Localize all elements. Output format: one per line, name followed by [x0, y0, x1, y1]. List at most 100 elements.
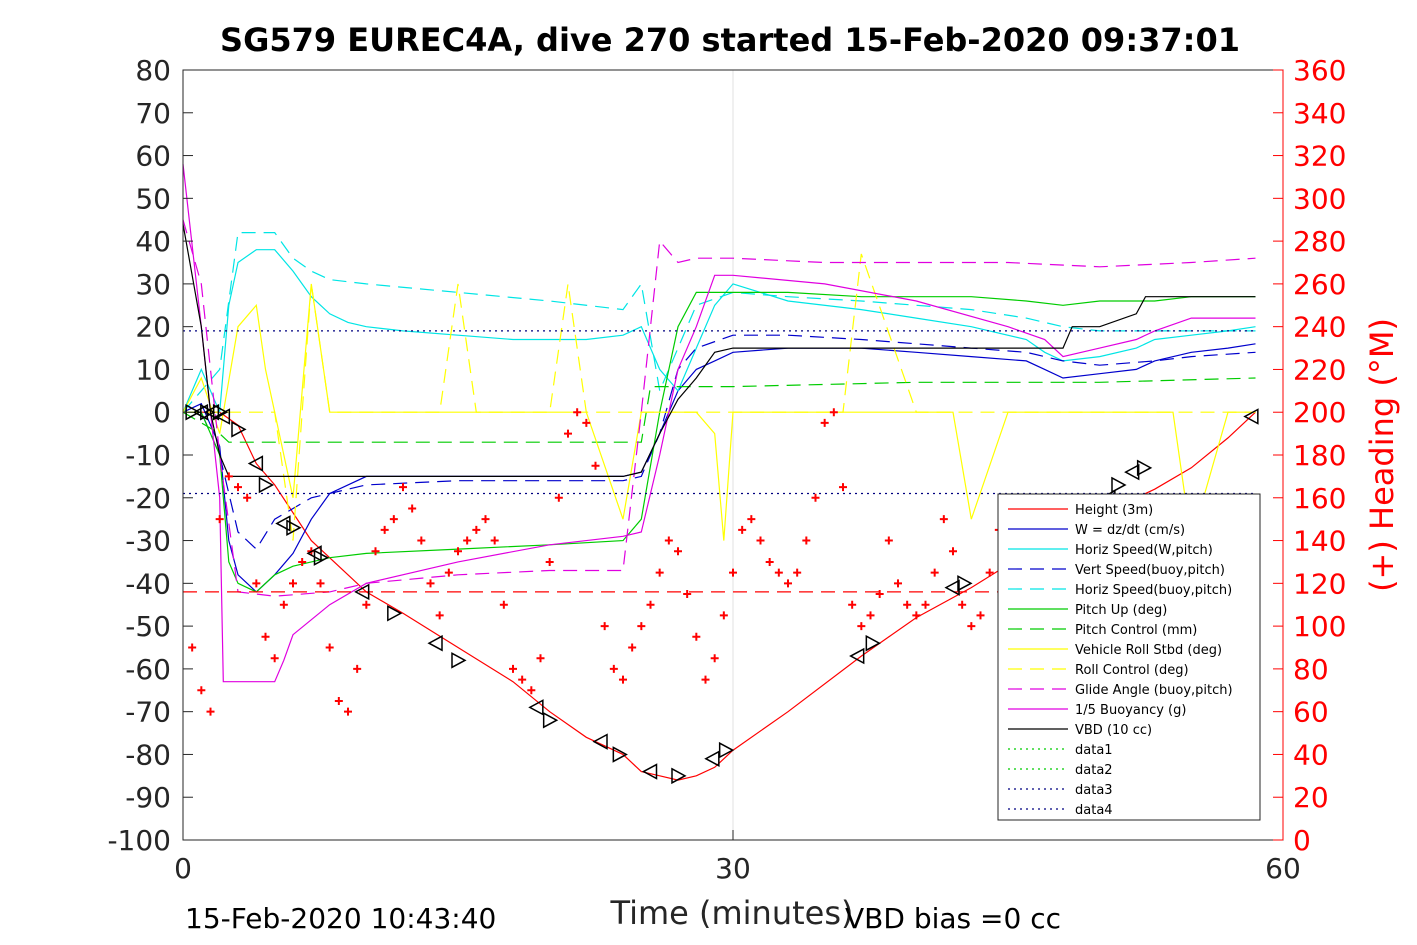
triangle-marker-31: [1124, 463, 1140, 481]
legend-entry-9: Glide Angle (buoy,pitch): [1075, 683, 1233, 698]
heading-marker-45: [600, 622, 609, 631]
heading-marker-87: [985, 568, 994, 577]
heading-marker-67: [802, 536, 811, 545]
y-tick-label-1: 70: [135, 97, 171, 130]
y-right-tick-label-17: 20: [1293, 781, 1329, 814]
heading-marker-20: [371, 547, 380, 556]
heading-marker-82: [939, 515, 948, 524]
heading-marker-3: [215, 515, 224, 524]
heading-marker-61: [747, 515, 756, 524]
legend-entry-0: Height (3m): [1075, 503, 1153, 518]
heading-marker-36: [518, 675, 527, 684]
heading-marker-63: [765, 557, 774, 566]
y-right-tick-label-2: 320: [1293, 140, 1346, 173]
heading-marker-62: [756, 536, 765, 545]
y-tick-label-15: -70: [125, 696, 171, 729]
heading-marker-58: [719, 611, 728, 620]
heading-marker-76: [884, 536, 893, 545]
heading-marker-74: [866, 611, 875, 620]
heading-marker-42: [573, 408, 582, 417]
legend-entry-7: Vehicle Roll Stbd (deg): [1075, 643, 1222, 658]
series-line-2: [182, 249, 1256, 413]
triangle-marker-21: [641, 763, 658, 780]
triangle-marker-32: [1136, 459, 1153, 477]
heading-marker-83: [949, 547, 957, 556]
legend-entry-15: data4: [1075, 803, 1113, 818]
heading-marker-19: [362, 600, 371, 609]
y-right-tick-label-5: 260: [1293, 268, 1346, 301]
axes-ticks: 80706050403020100-10-20-30-40-50-60-70-8…: [107, 54, 1346, 885]
heading-marker-32: [481, 515, 490, 524]
triangle-marker-20: [612, 746, 628, 763]
heading-marker-7: [252, 579, 261, 588]
heading-marker-29: [454, 547, 462, 556]
y-tick-label-2: 60: [135, 140, 171, 173]
heading-marker-78: [903, 600, 912, 609]
triangle-marker-6: [231, 421, 247, 438]
x-tick-label-1: 30: [715, 852, 751, 885]
footer-timestamp: 15-Feb-2020 10:43:40: [185, 902, 496, 935]
y-tick-label-0: 80: [135, 54, 171, 87]
triangle-marker-13: [354, 583, 370, 601]
chart-title: SG579 EUREC4A, dive 270 started 15-Feb-2…: [220, 21, 1240, 59]
legend-entry-6: Pitch Control (mm): [1075, 623, 1197, 638]
triangle-marker-10: [286, 519, 302, 536]
heading-marker-1: [197, 686, 206, 695]
y-right-tick-label-18: 0: [1293, 824, 1311, 857]
heading-marker-44: [591, 461, 600, 470]
heading-marker-56: [701, 675, 710, 684]
y-right-tick-label-7: 220: [1293, 353, 1346, 386]
y-right-tick-label-16: 40: [1293, 738, 1329, 771]
heading-marker-39: [545, 557, 554, 566]
heading-marker-28: [444, 568, 453, 577]
triangle-marker-9: [275, 515, 291, 532]
heading-marker-77: [894, 579, 902, 588]
legend-entry-2: Horiz Speed(W,pitch): [1075, 543, 1213, 558]
triangle-marker-18: [542, 711, 559, 729]
heading-marker-64: [774, 568, 783, 577]
heading-marker-55: [692, 632, 701, 641]
y-right-tick-label-10: 160: [1293, 482, 1346, 515]
heading-marker-37: [527, 686, 536, 695]
heading-marker-50: [646, 600, 655, 609]
triangle-marker-27: [944, 579, 960, 596]
y-tick-label-18: -100: [107, 824, 171, 857]
heading-marker-49: [637, 622, 646, 631]
triangle-marker-33: [1243, 408, 1259, 425]
series-line-5: [183, 291, 1256, 593]
y-tick-label-3: 50: [135, 182, 171, 215]
y-tick-label-13: -50: [125, 610, 171, 643]
heading-marker-40: [554, 493, 563, 502]
triangle-marker-24: [718, 741, 735, 759]
heading-marker-33: [490, 536, 499, 545]
y-right-tick-label-12: 120: [1293, 567, 1346, 600]
triangle-marker-14: [387, 605, 403, 622]
y-right-tick-label-1: 340: [1293, 97, 1346, 130]
legend-entry-5: Pitch Up (deg): [1075, 603, 1167, 618]
heading-marker-41: [564, 429, 572, 438]
heading-marker-70: [829, 408, 838, 417]
series-line-11: [182, 223, 1256, 477]
heading-marker-0: [188, 643, 197, 652]
heading-marker-18: [353, 664, 362, 673]
y-right-tick-label-15: 60: [1293, 696, 1329, 729]
heading-marker-21: [380, 525, 389, 534]
heading-marker-54: [683, 590, 692, 599]
heading-marker-73: [857, 622, 866, 631]
series-line-4: [182, 232, 1256, 413]
triangle-marker-12: [313, 549, 330, 566]
heading-marker-59: [729, 568, 737, 577]
triangle-marker-19: [592, 733, 608, 750]
heading-marker-84: [958, 600, 967, 609]
heading-marker-80: [921, 600, 930, 609]
heading-marker-12: [298, 557, 307, 566]
heading-marker-5: [234, 483, 242, 492]
x-tick-label-2: 60: [1265, 852, 1301, 885]
series-line-8: [183, 253, 1256, 541]
heading-marker-53: [674, 547, 682, 556]
heading-marker-68: [811, 493, 820, 502]
triangle-marker-2: [200, 403, 216, 421]
triangle-marker-25: [849, 647, 865, 665]
y-tick-label-9: -10: [125, 439, 171, 472]
heading-marker-79: [912, 611, 921, 620]
